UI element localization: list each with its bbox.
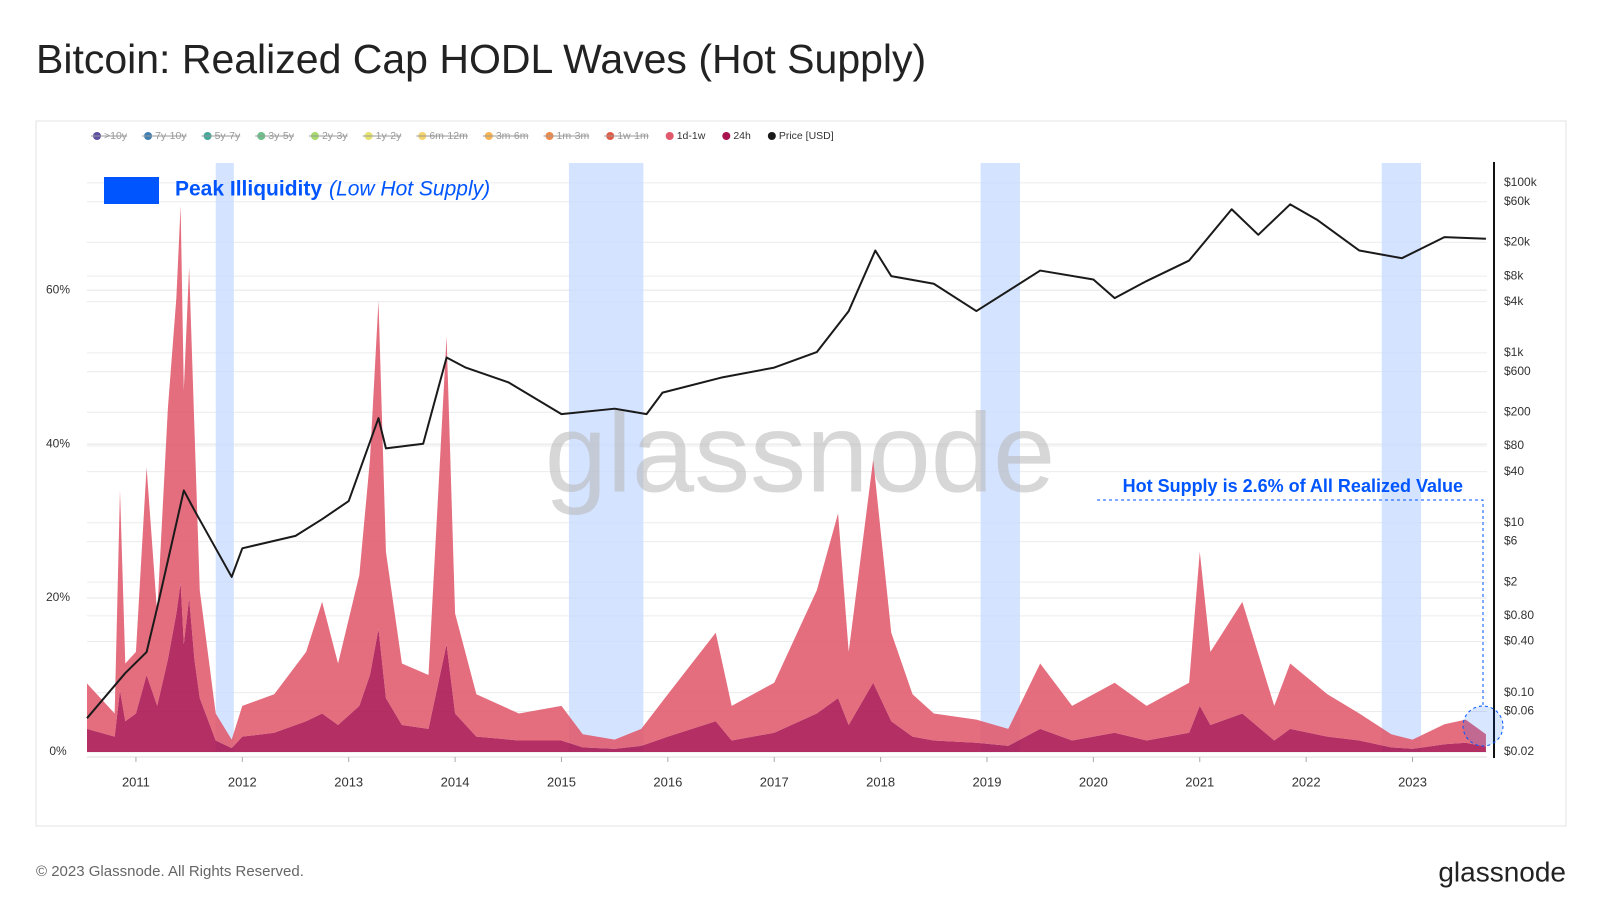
legend-swatch	[767, 132, 776, 140]
highlight-band	[215, 163, 234, 752]
y-tick-label: 40%	[46, 436, 70, 450]
y2-tick-label: $8k	[1504, 268, 1524, 282]
x-tick-label: 2013	[334, 774, 363, 789]
area	[87, 205, 1486, 749]
highlight-band	[568, 163, 644, 752]
legend-item[interactable]: 1w-1m	[604, 130, 649, 142]
x-tick-label: 2015	[547, 774, 576, 789]
x-tick-label: 2018	[866, 774, 895, 789]
x-tick-label: 2019	[973, 774, 1002, 789]
highlight-key-swatch	[104, 177, 159, 204]
x-tick-label: 2016	[653, 774, 682, 789]
y2-tick-label: $20k	[1504, 234, 1531, 248]
y2-tick-label: $2	[1504, 574, 1518, 588]
highlight-band	[1381, 163, 1422, 752]
y2-tick-label: $40	[1504, 464, 1524, 478]
y2-tick-label: $0.80	[1504, 608, 1534, 622]
legend-item[interactable]: 5y-7y	[201, 130, 241, 142]
legend-item[interactable]: 6m-12m	[416, 130, 468, 142]
price-line	[86, 203, 1486, 719]
x-tick-label: 2022	[1292, 774, 1321, 789]
legend-item[interactable]: >10y	[91, 130, 128, 142]
legend-label: Price [USD]	[779, 130, 834, 142]
legend-item[interactable]: 2y-3y	[308, 130, 348, 142]
y2-tick-label: $0.06	[1504, 704, 1534, 718]
x-tick-label: 2021	[1185, 774, 1214, 789]
legend-swatch	[722, 132, 731, 140]
legend-item[interactable]: 24h	[722, 130, 751, 142]
logo: glassnode	[1438, 856, 1566, 887]
y2-tick-label: $600	[1504, 364, 1531, 378]
y2-tick-label: $0.10	[1504, 685, 1534, 699]
y2-tick-label: $4k	[1504, 294, 1524, 308]
legend-item[interactable]: 1y-2y	[362, 130, 402, 142]
highlight-band	[980, 163, 1020, 752]
highlight-key-label: Peak Illiquidity	[175, 178, 322, 201]
x-tick-label: 2023	[1398, 774, 1427, 789]
legend-item[interactable]: 3y-5y	[255, 130, 295, 142]
x-tick-label: 2020	[1079, 774, 1108, 789]
legend-item[interactable]: 1m-3m	[543, 130, 590, 142]
y2-tick-label: $60k	[1504, 194, 1531, 208]
legend-label: 24h	[733, 130, 751, 142]
x-tick-label: 2017	[760, 774, 789, 789]
y-tick-label: 0%	[49, 744, 67, 758]
footer: © 2023 Glassnode. All Rights Reserved.	[36, 863, 304, 880]
legend-item[interactable]: 3m-6m	[482, 130, 529, 142]
area	[87, 582, 1486, 752]
y2-tick-label: $200	[1504, 404, 1531, 418]
chart-title: Bitcoin: Realized Cap HODL Waves (Hot Su…	[36, 36, 926, 82]
legend-item[interactable]: 7y-10y	[142, 130, 187, 142]
annotation-leader	[1097, 499, 1484, 706]
legend-swatch	[665, 132, 674, 140]
x-tick-label: 2014	[441, 774, 470, 789]
y-tick-label: 20%	[46, 590, 70, 604]
chart-frame	[35, 120, 1567, 827]
x-tick-label: 2011	[122, 774, 150, 789]
y2-tick-label: $80	[1504, 438, 1524, 452]
y2-tick-label: $0.40	[1504, 634, 1534, 648]
y2-tick-label: $1k	[1504, 345, 1524, 359]
highlight-key-note: (Low Hot Supply)	[329, 178, 490, 201]
y-tick-label: 60%	[46, 282, 70, 296]
legend-label: 1d-1w	[677, 130, 706, 142]
legend-item[interactable]: Price [USD]	[767, 130, 834, 142]
y2-tick-label: $100k	[1504, 175, 1538, 189]
annotation: Hot Supply is 2.6% of All Realized Value	[1123, 476, 1463, 496]
annotation-circle	[1462, 705, 1504, 747]
y2-tick-label: $0.02	[1504, 744, 1534, 758]
y2-tick-label: $6	[1504, 534, 1518, 548]
x-tick-label: 2012	[228, 774, 257, 789]
legend-item[interactable]: 1d-1w	[665, 130, 706, 142]
y2-tick-label: $10	[1504, 515, 1524, 529]
